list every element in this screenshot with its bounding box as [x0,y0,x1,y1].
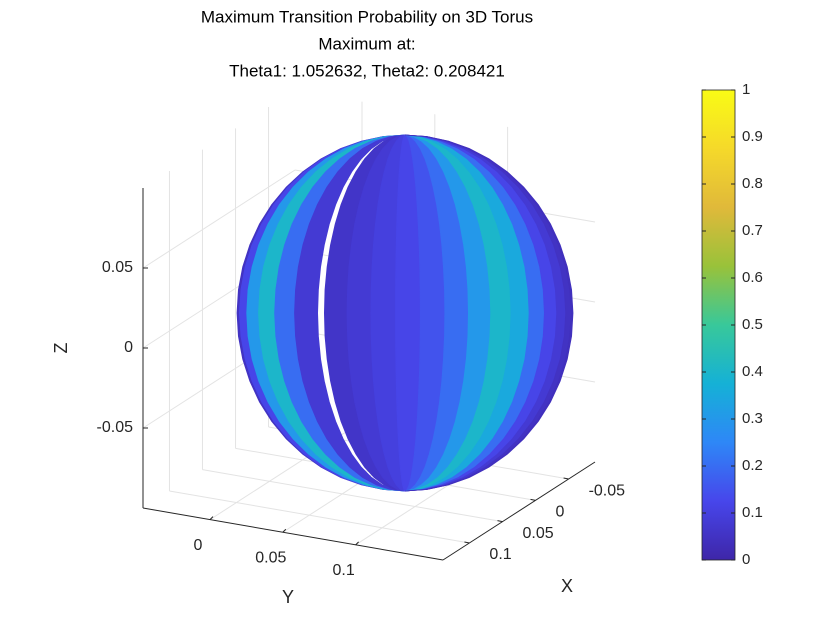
colorbar-tick-label: 0.5 [742,316,763,333]
surface [236,134,574,492]
x-tick-label: -0.05 [589,482,626,499]
x-tick-label: 0 [556,504,565,521]
colorbar-tick-label: 0.8 [742,175,763,192]
x-axis-label: X [561,576,573,596]
colorbar-tick-label: 0.4 [742,363,763,380]
y-tick-label: 0 [194,537,203,554]
colorbar-tick-label: 0.1 [742,504,763,521]
chart-title: Maximum at: [318,34,415,53]
y-axis-line [142,507,444,561]
y-tick [355,541,359,546]
z-tick-label: -0.05 [97,419,134,436]
colorbar-tick-label: 1 [742,81,750,98]
y-tick [282,528,287,533]
z-axis-label: Z [51,343,71,354]
x-tick [497,520,503,523]
x-tick-label: 0.05 [522,525,553,542]
y-tick-label: 0.1 [332,562,354,579]
colorbar [701,89,736,561]
x-tick-label: 0.1 [489,546,511,563]
surface-band [404,134,574,492]
colorbar-tick-label: 0 [742,551,750,568]
colorbar-tick-label: 0.3 [742,410,763,427]
x-tick [563,477,569,480]
chart-title: Maximum Transition Probability on 3D Tor… [201,7,533,26]
z-tick-label: 0.05 [102,259,133,276]
colorbar-tick-label: 0.2 [742,457,763,474]
grid-line [142,169,296,269]
x-tick [530,498,536,501]
y-tick-label: 0.05 [255,549,286,566]
x-tick [464,541,470,544]
colorbar-tick-label: 0.7 [742,222,763,239]
grid-line [169,490,470,544]
x-axis-line [442,461,596,561]
y-axis-label: Y [282,587,294,607]
chart-title: Theta1: 1.052632, Theta2: 0.208421 [229,61,505,80]
colorbar-tick-label: 0.9 [742,128,763,145]
y-tick [209,516,214,520]
z-tick-label: 0 [124,339,133,356]
colorbar-tick-label: 0.6 [742,269,763,286]
grid-line [202,469,503,523]
